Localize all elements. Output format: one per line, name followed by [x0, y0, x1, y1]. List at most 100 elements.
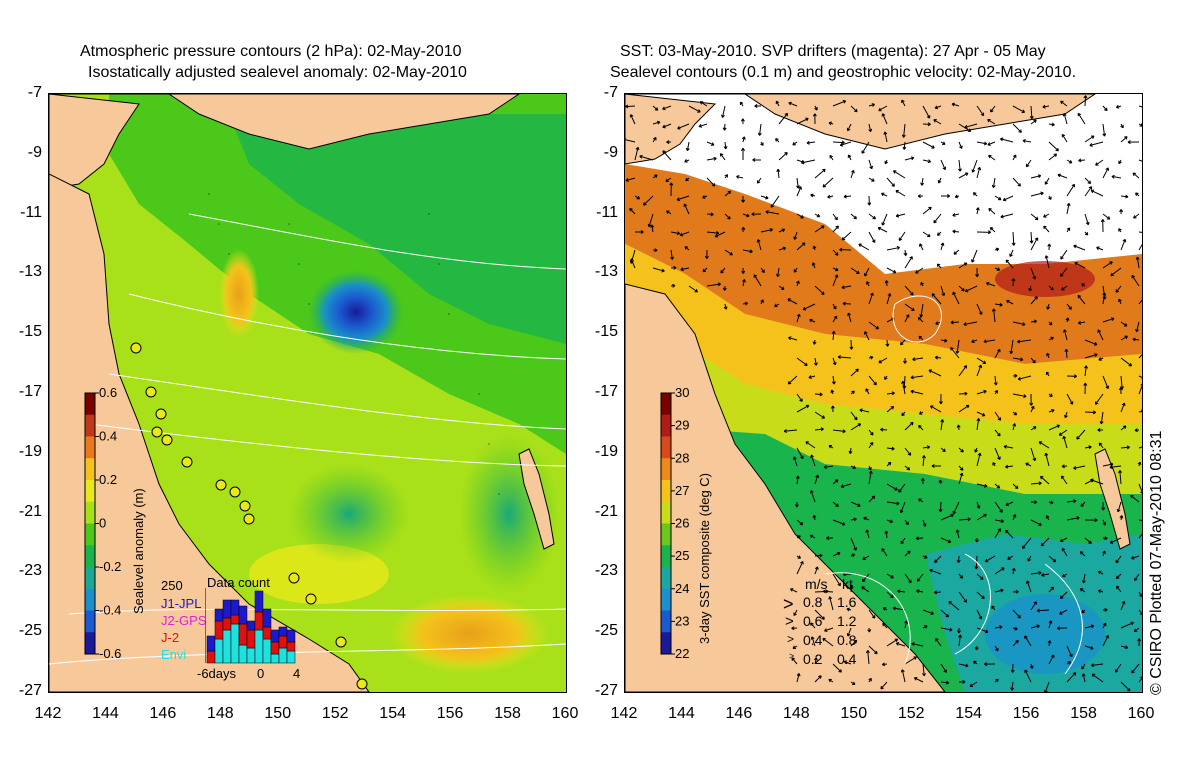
right-colorbar-ticks: 30 29 28 27 26 25 24 23 22 — [671, 385, 689, 661]
velocity-arrow — [832, 479, 839, 485]
velocity-arrow — [1111, 174, 1122, 179]
velocity-legend-arrow: > — [785, 613, 794, 630]
velocity-arrow — [904, 314, 910, 323]
velocity-arrow — [1102, 607, 1108, 612]
left-title-line1: Atmospheric pressure contours (2 hPa): 0… — [80, 43, 462, 60]
velocity-arrow — [1131, 274, 1140, 287]
data-count-legend-envi: Envi — [161, 647, 187, 662]
velocity-arrow — [886, 245, 901, 251]
velocity-arrow — [647, 213, 654, 228]
velocity-legend-kt: 0.4 — [837, 651, 857, 667]
velocity-arrow — [861, 141, 870, 154]
colorbar-tick-label: 25 — [675, 548, 689, 563]
velocity-arrow — [832, 429, 846, 434]
velocity-arrow — [1012, 609, 1021, 619]
velocity-arrow — [778, 112, 789, 125]
velocity-arrow — [809, 490, 816, 503]
velocity-arrow — [1096, 246, 1104, 251]
velocity-arrow — [805, 441, 816, 449]
left-lon-tick: 150 — [264, 705, 292, 722]
velocity-arrow — [898, 483, 906, 493]
velocity-arrow — [669, 182, 674, 197]
velocity-arrow — [706, 156, 717, 161]
velocity-arrow — [1025, 462, 1032, 467]
velocity-arrow — [1024, 669, 1032, 683]
velocity-arrow — [900, 537, 906, 545]
velocity-arrow — [940, 419, 945, 431]
velocity-arrow — [806, 140, 816, 145]
velocity-arrow — [1048, 500, 1054, 505]
velocity-arrow — [814, 213, 821, 218]
colorbar-swatch — [661, 436, 671, 459]
velocity-arrow — [864, 331, 870, 341]
right-sst-yellow-band — [625, 334, 1142, 494]
velocity-arrow — [828, 121, 834, 126]
velocity-arrow — [952, 229, 960, 234]
velocity-arrow — [994, 429, 1001, 437]
velocity-arrow — [991, 177, 996, 189]
velocity-arrow — [922, 445, 931, 450]
velocity-arrow — [922, 609, 934, 615]
velocity-arrow — [1138, 409, 1142, 414]
velocity-arrow — [1048, 393, 1053, 398]
velocity-arrow — [901, 380, 906, 395]
velocity-arrow — [1061, 464, 1068, 469]
velocity-arrow — [976, 573, 984, 580]
velocity-arrow — [683, 203, 690, 215]
velocity-arrow — [1089, 141, 1104, 147]
velocity-arrow — [688, 285, 699, 293]
colorbar-swatch — [85, 480, 95, 503]
velocity-arrow — [895, 190, 906, 197]
velocity-arrow — [742, 279, 746, 287]
velocity-arrow — [1083, 382, 1088, 395]
colorbar-tick-label: 0.2 — [99, 472, 117, 487]
velocity-arrow — [1066, 159, 1073, 164]
left-lat-tick: -25 — [18, 622, 42, 640]
right-land-new-caledonia — [1094, 448, 1131, 550]
velocity-arrow — [1040, 537, 1050, 547]
velocity-arrow — [1064, 348, 1069, 359]
left-lat-tick: -11 — [20, 203, 42, 221]
velocity-arrow — [886, 177, 895, 187]
right-sst-cool-blob — [985, 594, 1105, 674]
velocity-arrow — [828, 445, 834, 449]
velocity-arrow — [913, 676, 924, 683]
right-lat-tick: -7 — [603, 84, 618, 101]
colorbar-swatch — [661, 545, 671, 568]
velocity-arrow — [714, 231, 726, 238]
velocity-arrow — [850, 423, 862, 431]
velocity-arrow — [1097, 589, 1104, 594]
velocity-arrow — [1120, 645, 1129, 650]
right-colorbar-label: 3-day SST composite (deg C) — [697, 473, 712, 644]
velocity-arrow — [837, 355, 852, 360]
velocity-arrow — [841, 285, 852, 290]
velocity-legend-header-kt: kt — [842, 576, 853, 592]
velocity-arrow — [848, 447, 853, 455]
velocity-arrow — [1048, 141, 1059, 152]
velocity-arrow — [679, 231, 690, 237]
velocity-arrow — [831, 330, 836, 341]
velocity-arrow — [1066, 645, 1073, 658]
velocity-arrow — [1102, 519, 1107, 526]
velocity-arrow — [912, 357, 924, 362]
right-lon-tick: 146 — [725, 705, 753, 722]
velocity-arrow — [867, 195, 872, 206]
velocity-arrow — [831, 375, 836, 385]
velocity-arrow — [1061, 547, 1068, 557]
velocity-arrow — [814, 553, 823, 558]
right-lon-tick: 144 — [668, 705, 695, 722]
velocity-arrow — [809, 534, 816, 539]
velocity-arrow — [814, 105, 818, 111]
velocity-arrow — [814, 427, 824, 432]
velocity-arrow — [1005, 501, 1014, 507]
left-lon-tick: 152 — [321, 705, 349, 722]
velocity-arrow — [1012, 514, 1017, 521]
colorbar-tick-label: 0.4 — [99, 429, 117, 444]
velocity-arrow — [760, 141, 764, 146]
velocity-arrow — [1102, 375, 1110, 390]
velocity-arrow — [864, 267, 870, 277]
left-low-eddy — [308, 270, 404, 354]
velocity-arrow — [901, 99, 906, 107]
velocity-arrow — [1002, 195, 1014, 202]
velocity-arrow — [639, 154, 654, 161]
